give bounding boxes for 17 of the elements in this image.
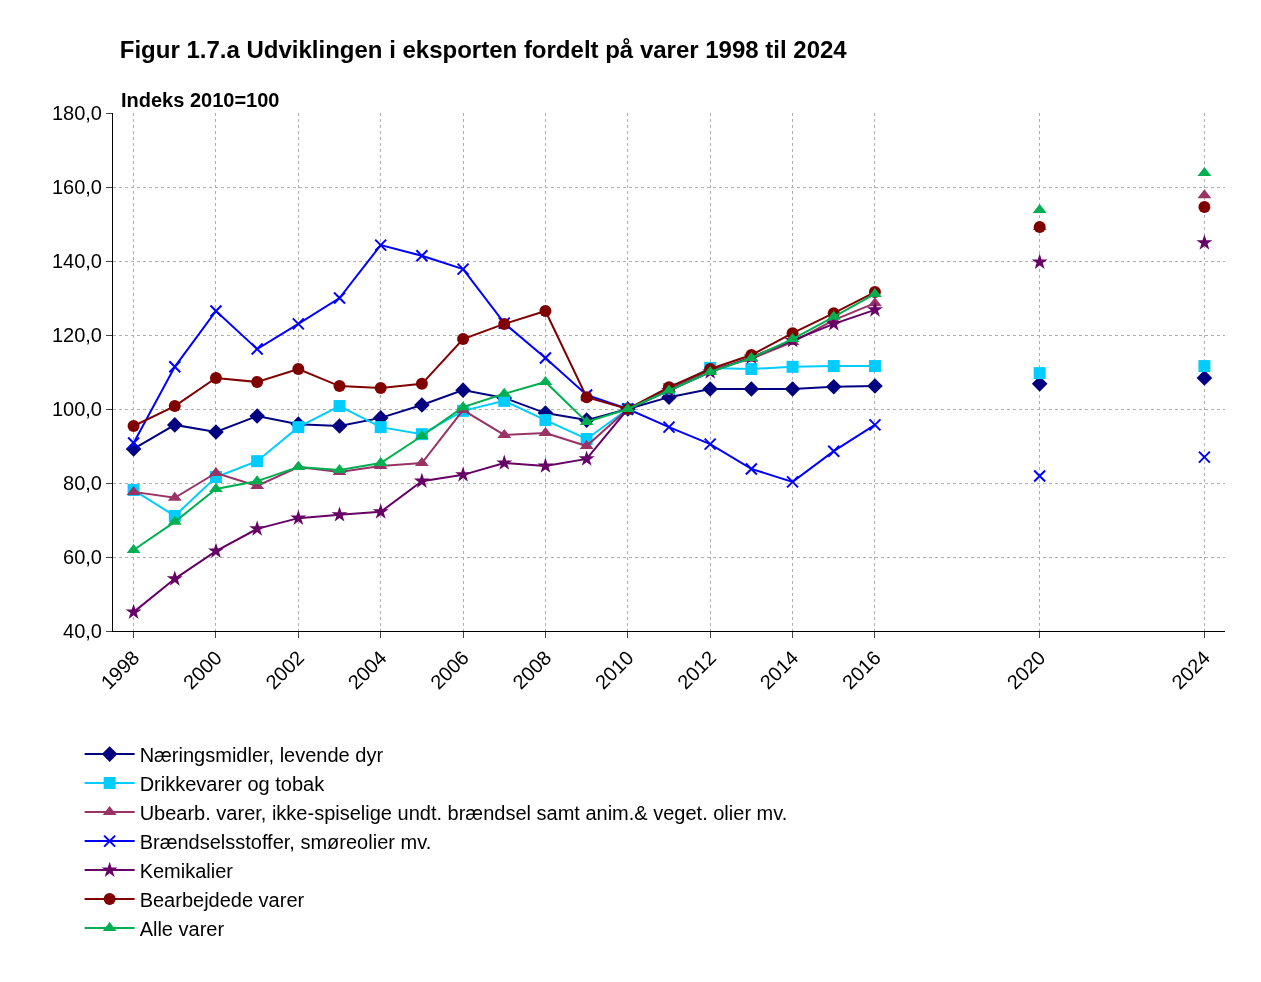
y-tick-label: 40,0 xyxy=(63,620,102,642)
y-tick-label: 60,0 xyxy=(63,546,102,568)
y-tick-label: 120,0 xyxy=(51,324,102,346)
legend-label: Bearbejdede varer xyxy=(139,888,305,911)
y-tick-label: 100,0 xyxy=(51,398,102,420)
legend-label: Brændselsstoffer, smøreolier mv. xyxy=(139,830,432,853)
legend-label: Alle varer xyxy=(139,917,225,940)
chart-title: Figur 1.7.a Udviklingen i eksporten fordelt på varer 1998 til 2024 xyxy=(119,35,848,63)
y-tick-label: 140,0 xyxy=(51,250,102,272)
y-tick-label: 180,0 xyxy=(51,102,102,124)
legend-label: Kemikalier xyxy=(139,859,234,882)
y-tick-label: 160,0 xyxy=(51,176,102,198)
legend-label: Drikkevarer og tobak xyxy=(139,772,326,795)
y-tick-label: 80,0 xyxy=(63,472,102,494)
chart-subtitle: Indeks 2010=100 xyxy=(121,89,280,111)
legend-label: Næringsmidler, levende dyr xyxy=(139,743,384,766)
legend-label: Ubearb. varer, ikke-spiselige undt. brændsel samt anim.& veget. olier mv. xyxy=(139,801,788,824)
